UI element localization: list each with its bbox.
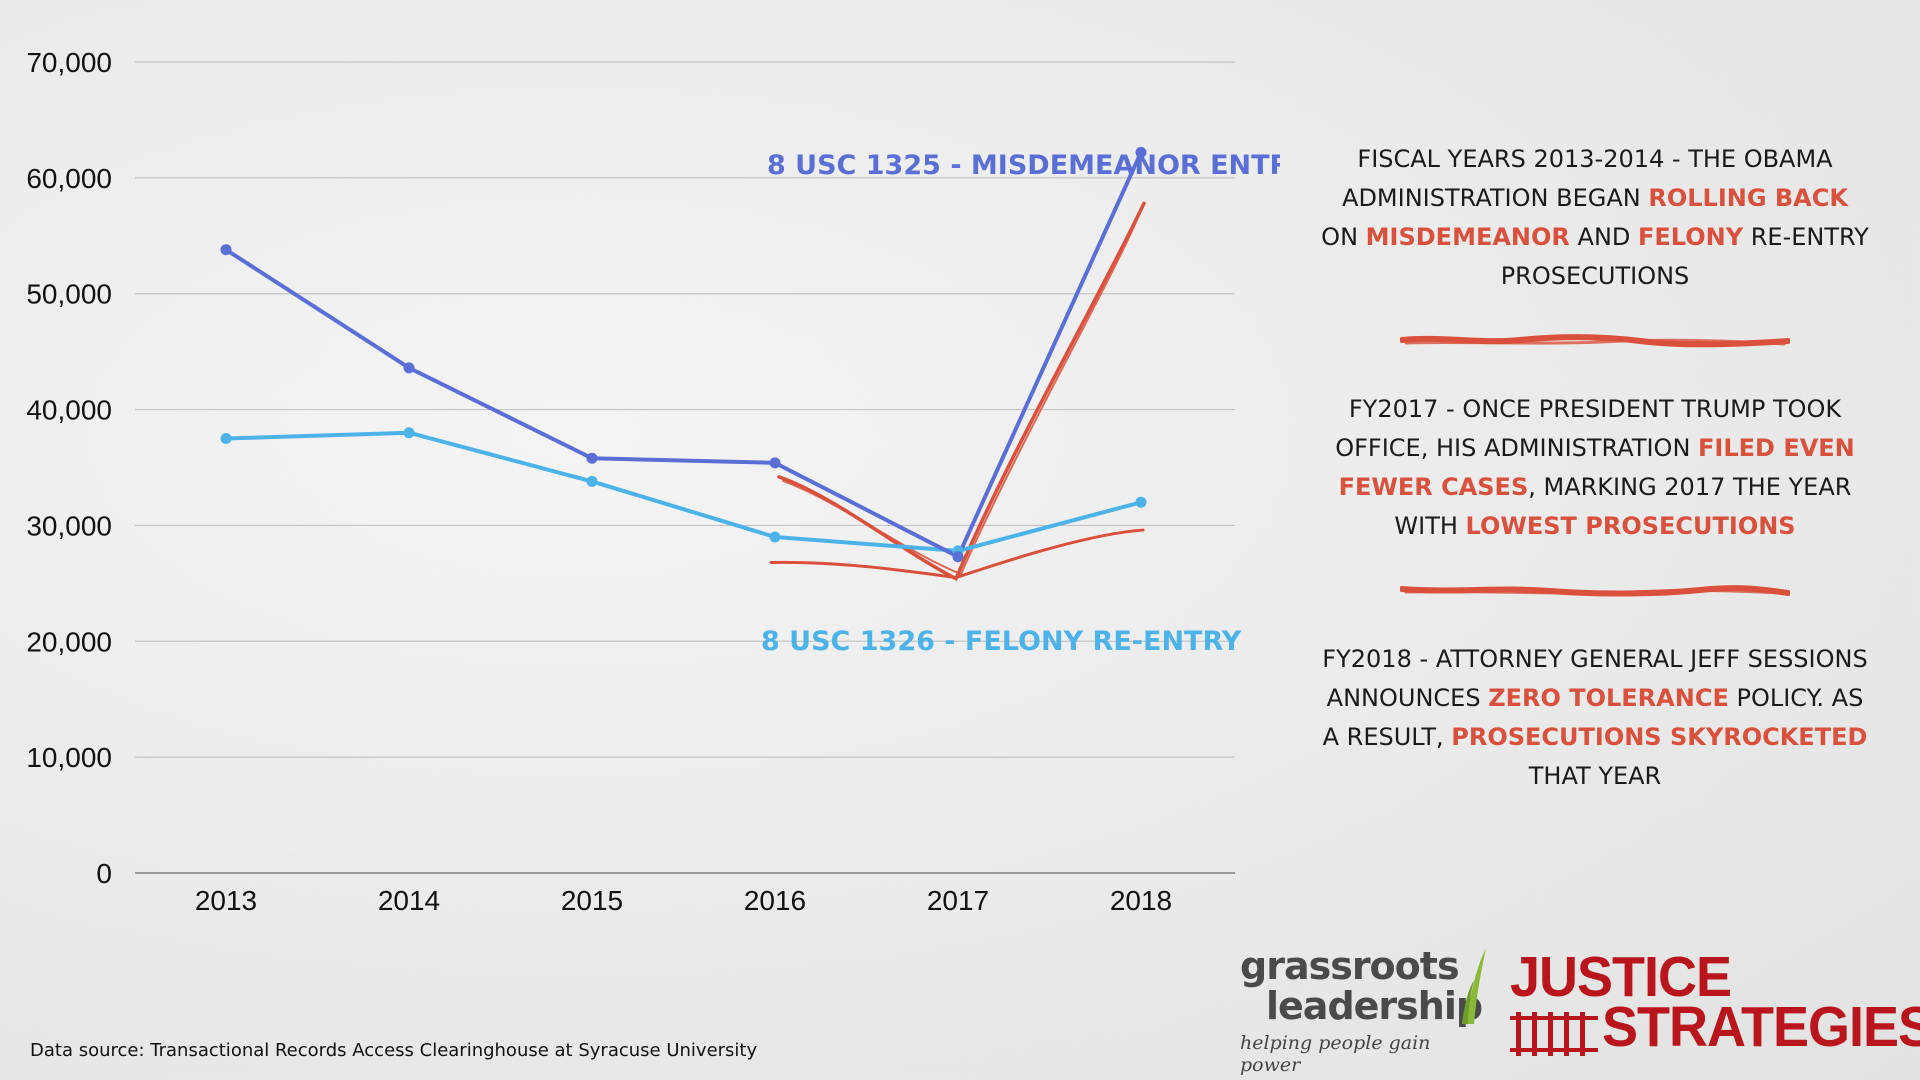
data-point <box>586 475 598 487</box>
logo-tagline: helping people gain power <box>1240 1032 1431 1076</box>
annotation-highlight: LOWEST PROSECUTIONS <box>1465 512 1796 540</box>
annotation-highlight: PROSECUTIONS SKYROCKETED <box>1451 723 1868 751</box>
series-line-1 <box>225 430 1142 553</box>
series-line-0 <box>224 151 1143 559</box>
x-tick-label: 2014 <box>378 885 440 916</box>
annotation-fy2013-2014: FISCAL YEARS 2013-2014 - THE OBAMA ADMIN… <box>1320 140 1870 296</box>
annotation-text: FY2017 - ONCE PRESIDENT TRUMP TOOK OFFIC… <box>1335 395 1842 462</box>
annotation-text: ON <box>1321 223 1366 251</box>
data-point <box>952 551 964 563</box>
y-tick-label: 60,000 <box>26 163 112 194</box>
series-lines <box>224 151 1143 559</box>
data-point <box>403 362 415 374</box>
data-point <box>769 457 781 469</box>
y-tick-label: 70,000 <box>26 47 112 78</box>
justice-strategies-logo: JUSTICE STRATEGIES <box>1510 945 1920 1062</box>
annotation-fy2018: FY2018 - ATTORNEY GENERAL JEFF SESSIONS … <box>1320 640 1870 796</box>
x-tick-label: 2017 <box>927 885 989 916</box>
data-source-note: Data source: Transactional Records Acces… <box>30 1040 758 1061</box>
annotation-text: FY2018 - ATTORNEY GENERAL JEFF SESSIONS … <box>1322 645 1868 712</box>
annotation-text: RE-ENTRY PROSECUTIONS <box>1500 223 1869 290</box>
red-highlight-stroke <box>777 201 1146 582</box>
annotation-panel: FISCAL YEARS 2013-2014 - THE OBAMA ADMIN… <box>1320 140 1870 796</box>
data-point <box>586 452 598 464</box>
series-label-felony: 8 USC 1326 - FELONY RE-ENTRY <box>761 626 1242 657</box>
red-divider-squiggle <box>1400 585 1790 597</box>
data-point <box>403 427 415 439</box>
annotation-text: THAT YEAR <box>1528 762 1662 790</box>
data-point <box>220 244 232 256</box>
y-tick-label: 40,000 <box>26 395 112 426</box>
x-tick-label: 2016 <box>744 885 806 916</box>
data-point <box>1135 496 1147 508</box>
series-label-misdemeanor: 8 USC 1325 - MISDEMEANOR ENTRY <box>767 150 1280 181</box>
annotation-text: AND <box>1569 223 1638 251</box>
y-tick-label: 30,000 <box>26 510 112 541</box>
y-tick-label: 20,000 <box>26 626 112 657</box>
series-points <box>220 146 1147 563</box>
y-tick-label: 50,000 <box>26 279 112 310</box>
grass-leaf-icon <box>1462 948 1486 1024</box>
annotation-highlight: FILED EVEN FEWER CASES <box>1338 434 1855 501</box>
logo-strategies-text: STRATEGIES <box>1602 995 1920 1059</box>
logo-justice-text: JUSTICE <box>1510 945 1732 1009</box>
annotation-highlight: MISDEMEANOR <box>1365 223 1570 251</box>
data-point <box>769 531 781 543</box>
data-point <box>1135 146 1147 158</box>
x-tick-label: 2013 <box>195 885 257 916</box>
annotation-highlight: ROLLING BACK <box>1648 184 1848 212</box>
grid-lines <box>135 61 1235 874</box>
y-tick-label: 0 <box>96 858 112 889</box>
red-hand-drawn-highlight <box>769 201 1146 582</box>
red-highlight-stroke <box>782 213 1140 576</box>
x-tick-label: 2018 <box>1110 885 1172 916</box>
y-axis-tick-labels: 0 10,000 20,000 30,000 40,000 50,000 60,000 70,… <box>26 47 112 889</box>
y-tick-label: 10,000 <box>26 742 112 773</box>
annotation-highlight: FELONY <box>1638 223 1744 251</box>
prison-bars-icon <box>1510 1012 1598 1056</box>
annotation-text: POLICY. AS A RESULT, <box>1322 684 1864 751</box>
red-divider-squiggle <box>1400 334 1790 348</box>
line-chart: 0 10,000 20,000 30,000 40,000 50,000 60,000 70,… <box>26 47 1280 916</box>
x-axis-tick-labels: 2013 2014 2015 2016 2017 2018 <box>195 885 1172 916</box>
grassroots-leadership-logo: grassroots leadership helping people gai… <box>1240 944 1490 1076</box>
annotation-text: , MARKING 2017 THE YEAR WITH <box>1394 473 1852 540</box>
annotation-highlight: ZERO TOLERANCE <box>1488 684 1729 712</box>
annotation-text: FISCAL YEARS 2013-2014 - THE OBAMA ADMIN… <box>1342 145 1833 212</box>
x-tick-label: 2015 <box>561 885 623 916</box>
logo-grassroots-text: grassroots <box>1240 944 1460 988</box>
annotation-fy2017: FY2017 - ONCE PRESIDENT TRUMP TOOK OFFIC… <box>1320 390 1870 546</box>
data-point <box>220 433 232 445</box>
logo-leadership-text: leadership <box>1266 984 1483 1028</box>
red-highlight-stroke <box>769 528 1145 580</box>
